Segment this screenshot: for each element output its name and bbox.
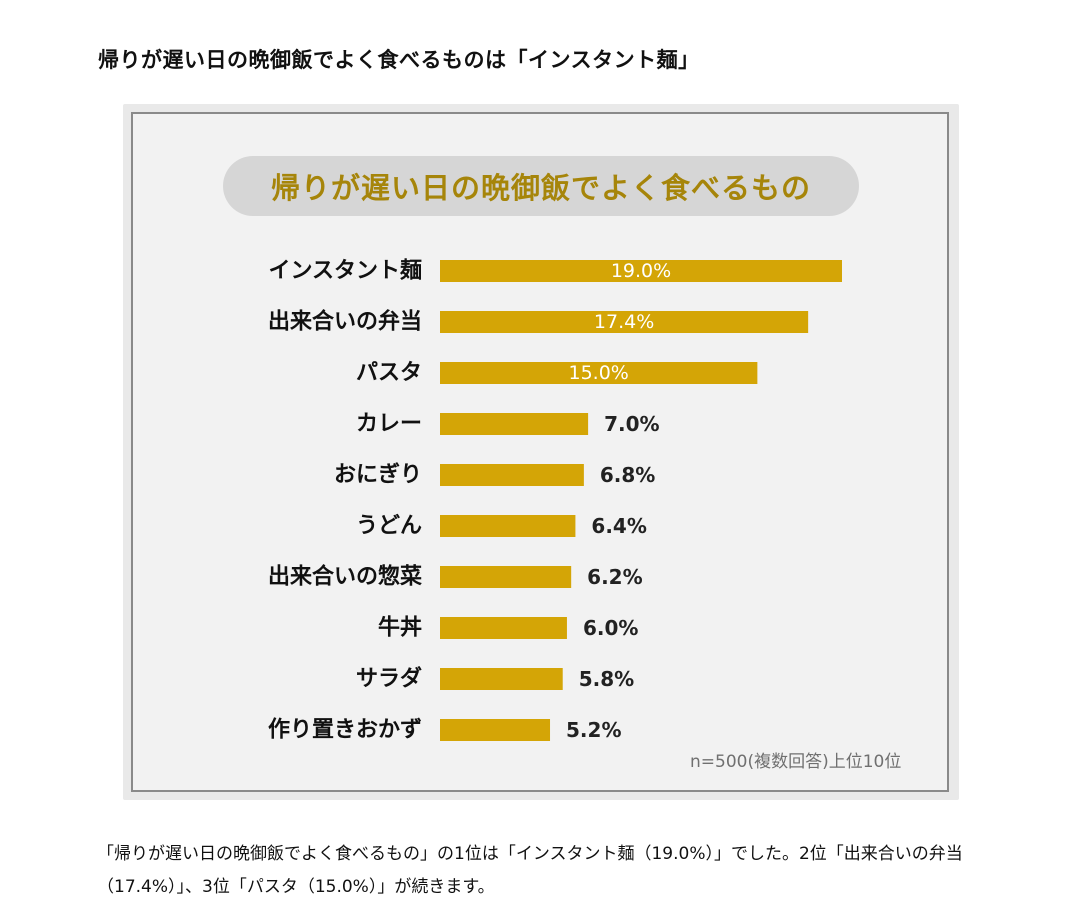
value-label: 6.4% <box>591 514 646 538</box>
value-label: 15.0% <box>569 362 629 384</box>
bar <box>440 260 842 282</box>
article-body: 「帰りが遅い日の晩御飯でよく食べるもの」の1位は「インスタント麺（19.0%）」… <box>97 844 963 897</box>
value-label: 5.2% <box>566 718 621 742</box>
bar <box>440 515 576 537</box>
value-label: 19.0% <box>611 260 671 282</box>
value-label: 5.8% <box>579 667 634 691</box>
category-label: カレー <box>356 412 422 437</box>
category-label: おにぎり <box>334 462 422 488</box>
chart-title-pill: 帰りが遅い日の晩御飯でよく食べるもの <box>223 156 859 216</box>
bar <box>440 719 551 741</box>
bar <box>440 566 572 588</box>
value-label: 6.8% <box>600 463 655 487</box>
value-label: 6.0% <box>583 616 638 640</box>
value-label: 6.2% <box>587 565 642 589</box>
category-label: パスタ <box>356 361 422 386</box>
value-label: 7.0% <box>604 412 659 436</box>
bar <box>440 464 584 486</box>
chart-title: 帰りが遅い日の晩御飯でよく食べるもの <box>270 171 811 205</box>
bar <box>440 362 758 384</box>
bar <box>440 311 809 333</box>
article-title: 帰りが遅い日の晩御飯でよく食べるものは「インスタント麺」 <box>98 48 700 72</box>
category-label: 出来合いの惣菜 <box>268 564 422 590</box>
bar-chart: インスタント麺 19.0% 出来合いの弁当 17.4% パスタ 15.0% カレー 7.0% お… <box>268 258 842 743</box>
category-label: 出来合いの弁当 <box>268 309 422 335</box>
chart-footnote: n=500(複数回答)上位10位 <box>690 752 902 772</box>
category-label: 作り置きおかず <box>268 718 422 743</box>
category-label: うどん <box>356 514 422 539</box>
category-label: インスタント麺 <box>268 258 422 284</box>
category-label: サラダ <box>356 666 422 692</box>
bar <box>440 617 567 639</box>
value-label: 17.4% <box>594 311 654 333</box>
bar <box>440 413 589 435</box>
category-label: 牛丼 <box>378 615 422 641</box>
bar <box>440 668 563 690</box>
